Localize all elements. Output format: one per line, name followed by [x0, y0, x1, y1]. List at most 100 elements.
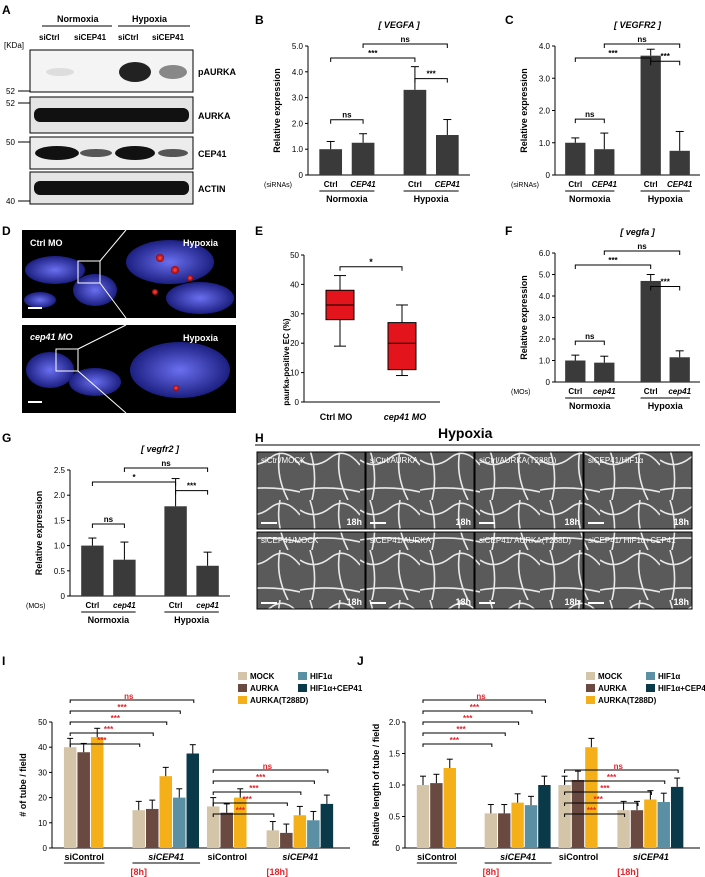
tube-image	[583, 531, 693, 610]
y-axis-label: # of tube / field	[18, 753, 28, 817]
group-label: Normoxia	[88, 615, 131, 625]
panel-label-b: B	[255, 13, 264, 27]
legend-swatch	[646, 684, 655, 692]
bar	[657, 802, 670, 848]
group-label: Hypoxia	[414, 194, 450, 204]
panel-label-e: E	[255, 224, 263, 238]
reagent-label: (siRNAs)	[511, 182, 539, 189]
bar	[630, 810, 644, 848]
legend-swatch	[586, 696, 595, 704]
significance-label: ns	[476, 692, 486, 701]
legend-label: MOCK	[598, 672, 623, 681]
time-label: 18h	[673, 517, 689, 527]
tile-label: siCtrl/AURKA(T288D)	[479, 456, 557, 465]
significance-label: ***	[661, 52, 671, 61]
significance-label: ***	[608, 256, 618, 265]
significance-label: ***	[608, 49, 618, 58]
tube-image	[474, 451, 584, 530]
significance-label: ns	[104, 515, 114, 524]
panel-label-f: F	[505, 224, 512, 238]
x-group-label: siControl	[417, 852, 457, 862]
label-hypoxia-top: Hypoxia	[183, 238, 219, 248]
x-category-label: CEP41	[350, 180, 376, 189]
bar	[186, 753, 200, 848]
bar	[669, 150, 690, 175]
significance-label: ***	[236, 806, 246, 815]
bar	[594, 149, 615, 175]
time-label: 18h	[455, 517, 471, 527]
y-tick-label: 0.5	[54, 567, 66, 576]
panel-label-h: H	[255, 431, 264, 445]
legend-swatch	[298, 672, 307, 680]
significance-label: ***	[450, 736, 460, 745]
y-tick-label: 3.0	[292, 94, 304, 103]
label-cep41-mo: cep41 MO	[30, 332, 73, 342]
bar	[164, 506, 187, 596]
legend-label: MOCK	[250, 672, 275, 681]
bar	[90, 737, 104, 848]
bar	[220, 812, 233, 848]
x-group-label: siControl	[64, 852, 104, 862]
significance-label: ***	[587, 806, 597, 815]
y-tick-label: 20	[38, 794, 47, 803]
significance-label: ***	[456, 725, 466, 734]
bar	[77, 752, 90, 848]
panel-a-western-blot: Normoxia Hypoxia [KDa] siCtrl siCEP41 si…	[4, 14, 236, 206]
time-label: 18h	[564, 517, 580, 527]
bar	[511, 802, 524, 848]
label-ctrl-mo: Ctrl MO	[30, 238, 63, 248]
time-label: 18h	[455, 597, 471, 607]
panel-c-chart: [ VEGFR2 ] 0 1.0 2.0 3.0 4.0 Relative expressi…	[511, 20, 700, 204]
panel-e-boxplot: paurka-positive EC (%) 0 10 20 30 40 50 * Ctrl…	[282, 251, 440, 422]
bar	[538, 785, 551, 848]
y-axis-label: Relative expression	[272, 68, 282, 153]
y-tick-label: 0	[546, 378, 551, 387]
bar	[293, 815, 307, 848]
bar	[484, 813, 498, 848]
y-tick-label: 10	[290, 369, 299, 378]
time-label: [18h]	[617, 867, 639, 877]
tile-label: siCtrl/MOCK	[261, 456, 306, 465]
tube-image	[474, 531, 584, 610]
bar	[565, 142, 586, 175]
panel-h-title: Hypoxia	[438, 425, 493, 441]
y-tick-label: 30	[38, 768, 47, 777]
bar	[319, 149, 343, 175]
significance-label: ***	[256, 773, 266, 782]
x-category-label: cep41	[196, 601, 219, 610]
x-category-label: Ctrl	[169, 601, 183, 610]
x-category-label: CEP41	[667, 180, 693, 189]
significance-label: *	[132, 473, 136, 482]
group-label-hypoxia: Hypoxia	[132, 14, 168, 24]
significance-label: ***	[470, 703, 480, 712]
significance-label: ***	[97, 736, 107, 745]
y-axis-label: Relative expression	[519, 275, 529, 360]
x-group-label: siCEP41	[282, 852, 318, 862]
y-tick-label: 4.0	[292, 68, 304, 77]
legend-swatch	[238, 696, 247, 704]
y-axis-label: Relative expression	[34, 491, 44, 576]
x-category-label: cep41	[593, 387, 616, 396]
bar	[145, 808, 159, 848]
legend-swatch	[298, 684, 307, 692]
tube-image	[365, 531, 475, 610]
legend-label: AURKA	[598, 684, 627, 693]
bar	[113, 559, 136, 596]
x-category-label: Ctrl	[324, 180, 338, 189]
y-tick-label: 2.0	[389, 718, 401, 727]
x-category-label: Ctrl	[86, 601, 100, 610]
panel-d-microscopy: Ctrl MO Hypoxia cep41 MO Hypoxia	[22, 229, 236, 414]
significance-label: ***	[111, 714, 121, 723]
lane-1-label: siCtrl	[39, 33, 59, 42]
y-tick-label: 1.0	[54, 542, 66, 551]
x-category-label: Ctrl	[568, 180, 582, 189]
y-tick-label: 0	[299, 171, 304, 180]
y-tick-label: 2.0	[539, 335, 551, 344]
y-tick-label: 4.0	[539, 42, 551, 51]
significance-label: ***	[426, 70, 436, 79]
y-tick-label: 0	[396, 844, 401, 853]
bar	[644, 799, 657, 848]
y-tick-label: 1.0	[539, 139, 551, 148]
panel-label-i: I	[2, 654, 5, 668]
group-label: Normoxia	[569, 194, 612, 204]
